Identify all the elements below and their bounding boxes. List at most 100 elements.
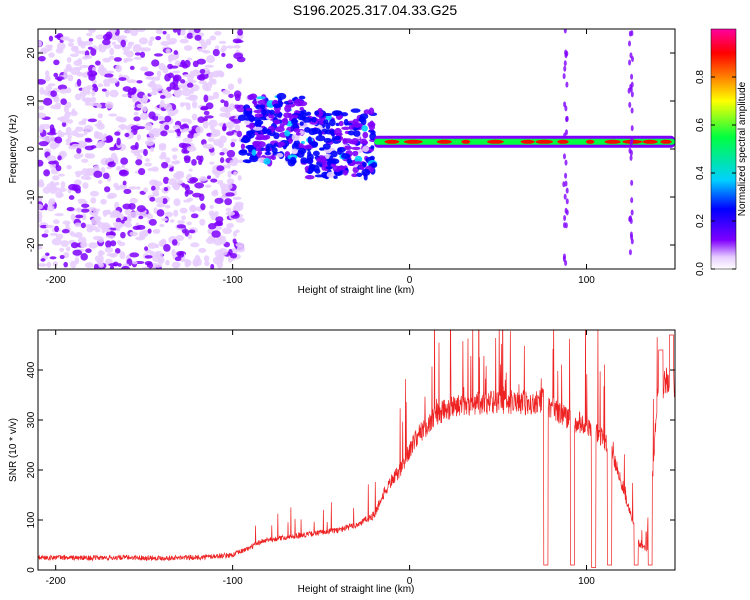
heatmap-cell: [226, 131, 234, 136]
heatmap-cell: [133, 150, 141, 157]
heatmap-cell: [202, 117, 209, 122]
heatmap-cell: [164, 124, 170, 131]
heatmap-tone-peak: [535, 139, 554, 144]
heatmap-cell: [97, 179, 103, 184]
heatmap-cell: [257, 99, 267, 105]
heatmap-cell: [80, 120, 87, 124]
y-tick-label: 300: [26, 411, 37, 428]
heatmap-cell: [115, 224, 121, 232]
heatmap-cell: [105, 101, 114, 109]
heatmap-spike: [564, 159, 568, 166]
heatmap-cell: [147, 228, 152, 234]
heatmap-cell: [180, 118, 191, 123]
heatmap-cell: [139, 112, 149, 121]
heatmap-spike: [628, 249, 632, 256]
heatmap-cell: [100, 166, 106, 174]
heatmap-cell: [225, 121, 236, 129]
heatmap-cell: [83, 124, 94, 133]
heatmap-cell: [129, 252, 140, 258]
heatmap-cell: [48, 198, 56, 206]
heatmap-cell: [117, 117, 127, 123]
heatmap-spike: [628, 101, 632, 108]
heatmap-cell: [106, 228, 111, 233]
heatmap-cell: [214, 30, 222, 36]
heatmap-cell: [246, 130, 255, 135]
heatmap-cell: [88, 242, 99, 249]
heatmap-cell: [163, 103, 173, 110]
heatmap-cell: [130, 29, 139, 37]
heatmap-cell: [350, 108, 361, 113]
heatmap-cell: [341, 126, 351, 131]
heatmap-cell: [109, 47, 115, 56]
heatmap-cell: [151, 127, 159, 135]
heatmap-cell: [205, 102, 214, 110]
heatmap-cell: [293, 128, 301, 133]
heatmap-cell: [156, 209, 165, 217]
heatmap-cell: [158, 144, 167, 151]
heatmap-cell: [206, 55, 216, 64]
heatmap-cell: [225, 211, 236, 216]
heatmap-cell: [296, 150, 305, 158]
heatmap-cell: [237, 29, 244, 36]
heatmap-cell: [74, 257, 80, 265]
heatmap-cell: [136, 103, 144, 109]
heatmap-cell: [129, 211, 138, 219]
heatmap-cell: [90, 217, 100, 226]
heatmap-cell: [151, 59, 160, 67]
heatmap-cell: [208, 210, 215, 217]
heatmap-spike: [630, 73, 634, 80]
heatmap-cell: [273, 119, 281, 125]
heatmap-cell: [114, 131, 121, 136]
heatmap-cell: [98, 263, 104, 268]
heatmap-cell: [59, 88, 69, 94]
heatmap-tone-peak: [384, 139, 400, 144]
heatmap-cell: [179, 38, 189, 44]
heatmap-cell: [325, 166, 333, 170]
heatmap-tone-peak: [585, 139, 595, 144]
heatmap-cell: [93, 170, 103, 178]
heatmap-spike: [563, 29, 567, 34]
heatmap-cell: [332, 165, 341, 173]
heatmap-cell: [186, 32, 194, 39]
heatmap-cell: [175, 176, 181, 181]
heatmap-cell: [144, 71, 154, 77]
heatmap-cell: [181, 148, 188, 154]
heatmap-cell: [142, 229, 149, 236]
heatmap-cell: [84, 102, 91, 106]
heatmap-cell: [142, 94, 148, 99]
heatmap-cell: [123, 50, 128, 56]
heatmap-cell: [204, 115, 214, 119]
heatmap-cell: [171, 261, 181, 269]
heatmap-cell: [88, 102, 99, 107]
heatmap-cell: [167, 129, 176, 134]
heatmap-cell: [312, 150, 320, 157]
heatmap-cell: [108, 113, 118, 117]
heatmap-cell: [68, 42, 74, 47]
heatmap-cell: [85, 248, 92, 254]
heatmap-cell: [151, 76, 161, 81]
heatmap-cell: [107, 157, 114, 163]
heatmap-cell: [74, 179, 82, 186]
heatmap-cell: [51, 142, 60, 148]
heatmap-cell: [297, 100, 308, 107]
heatmap-cell: [191, 100, 198, 109]
x-tick-label: 0: [407, 576, 413, 587]
heatmap-tone-peak: [487, 139, 504, 144]
heatmap-cell: [340, 112, 349, 117]
heatmap-cell: [48, 35, 54, 42]
heatmap-spike: [562, 153, 566, 160]
heatmap-cell: [88, 29, 96, 34]
heatmap-cell: [80, 208, 90, 213]
heatmap-cell: [45, 70, 50, 77]
heatmap-cell: [193, 132, 198, 139]
heatmap-cell: [232, 196, 242, 200]
heatmap-cell: [289, 156, 297, 165]
heatmap-cell: [146, 213, 154, 220]
colorbar-tick-label: 0.0: [695, 262, 706, 276]
heatmap-cell: [134, 52, 142, 56]
heatmap-cell: [354, 161, 363, 165]
heatmap-tone-peak: [436, 139, 452, 144]
heatmap-cell: [187, 133, 194, 139]
heatmap-cell: [101, 88, 107, 92]
